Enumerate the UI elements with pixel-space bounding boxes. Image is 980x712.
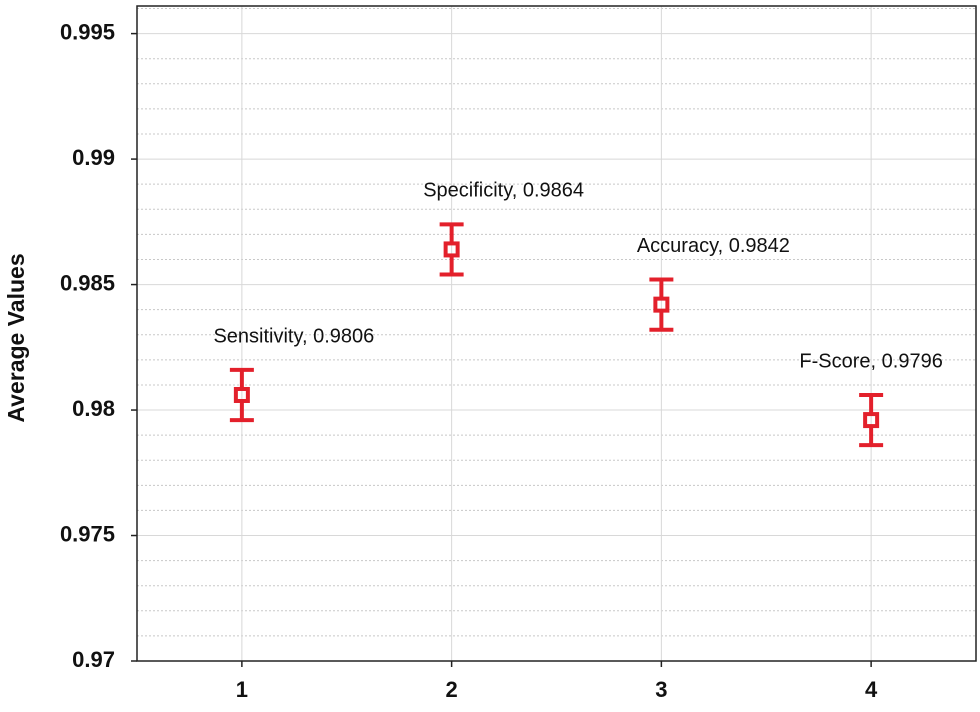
marker xyxy=(233,386,250,403)
plot-frame xyxy=(136,5,977,662)
x-tick-label: 4 xyxy=(865,677,878,702)
x-tick-label: 3 xyxy=(655,677,667,702)
x-tick-label: 2 xyxy=(446,677,458,702)
y-tick-label: 0.99 xyxy=(72,145,115,170)
y-tick-label: 0.98 xyxy=(72,396,115,421)
y-tick-label: 0.975 xyxy=(60,521,115,546)
marker xyxy=(653,296,670,313)
marker xyxy=(443,241,460,258)
y-tick-label: 0.995 xyxy=(60,19,115,44)
marker xyxy=(863,412,880,429)
data-label: Sensitivity, 0.9806 xyxy=(213,325,374,347)
data-label: Accuracy, 0.9842 xyxy=(637,235,790,257)
y-tick-label: 0.97 xyxy=(72,647,115,672)
x-tick-label: 1 xyxy=(236,677,248,702)
data-label: F-Score, 0.9796 xyxy=(799,350,942,372)
y-tick-label: 0.985 xyxy=(60,270,115,295)
y-axis-label: Average Values xyxy=(3,253,29,422)
data-label: Specificity, 0.9864 xyxy=(423,180,584,202)
